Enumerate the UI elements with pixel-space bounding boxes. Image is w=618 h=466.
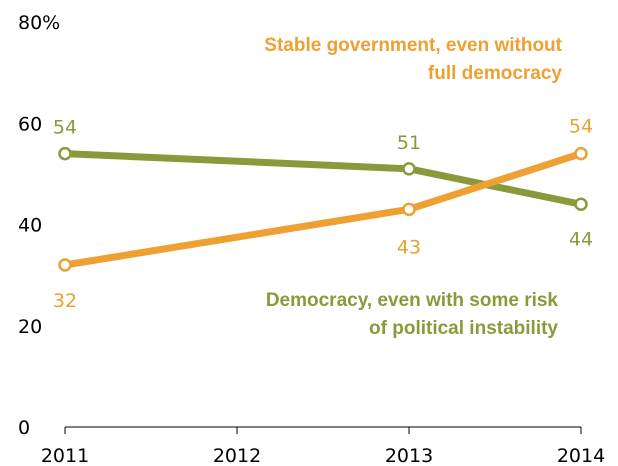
data-label: 32 [53, 290, 77, 312]
series-line [64, 150, 583, 269]
axes: 2011 2012 2013 2014 0 20 40 60 80% [18, 12, 605, 466]
x-tick-label: 2011 [41, 445, 89, 466]
data-point-marker [402, 202, 416, 217]
y-tick-label: 60 [18, 113, 42, 135]
x-tick-label: 2014 [557, 445, 605, 466]
series-name-label: Stable government, even without [264, 35, 562, 56]
y-tick-label: 0 [18, 417, 30, 439]
series-name-label: full democracy [428, 63, 563, 84]
series-lines [58, 146, 588, 272]
data-point-marker [402, 162, 416, 176]
data-label: 54 [569, 116, 593, 138]
data-point-marker [58, 258, 72, 272]
y-tick-label: 40 [18, 215, 42, 237]
y-tick-label: 80% [18, 12, 60, 34]
data-point-marker [58, 146, 72, 161]
series-name-label: of political instability [369, 318, 558, 339]
series-name-label: Democracy, even with some risk [266, 290, 559, 311]
data-labels: 54 51 44 32 43 54 [53, 116, 593, 312]
x-tick-label: 2013 [385, 445, 433, 466]
data-point-marker [574, 146, 588, 161]
data-label: 44 [569, 228, 593, 250]
data-label: 43 [397, 236, 421, 258]
y-tick-label: 20 [18, 316, 42, 338]
data-label: 51 [397, 132, 421, 154]
data-point-marker [574, 197, 588, 211]
x-tick-label: 2012 [213, 445, 261, 466]
series-labels: Democracy, even with some risk of politic… [264, 35, 562, 339]
data-label: 54 [53, 117, 77, 139]
